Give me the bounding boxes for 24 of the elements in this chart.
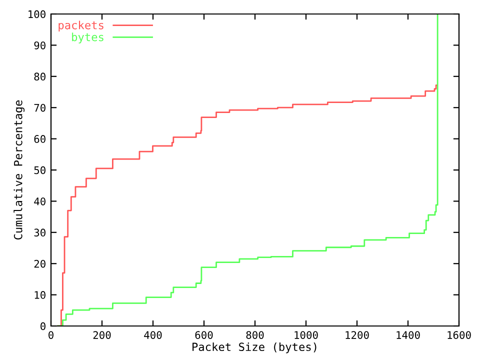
legend-label: packets	[58, 20, 104, 32]
y-tick-label: 80	[34, 72, 46, 81]
y-tick-label: 0	[40, 322, 46, 330]
y-tick-label: 70	[34, 104, 46, 112]
y-tick-label: 20	[34, 260, 46, 268]
x-tick-label: 1400	[396, 331, 420, 339]
y-tick-label: 30	[34, 228, 46, 237]
x-tick-label: 0	[48, 331, 54, 339]
y-axis-title: Cumulative Percentage	[14, 100, 25, 240]
x-tick-label: 200	[93, 331, 111, 339]
y-tick-label: 60	[34, 135, 46, 143]
y-tick-label: 10	[34, 291, 46, 299]
x-axis-title: Packet Size (bytes)	[192, 342, 316, 354]
x-tick-label: 400	[144, 331, 162, 339]
x-tick-label: 1000	[294, 331, 318, 339]
x-tick-label: 800	[246, 331, 264, 339]
x-tick-label: 1600	[448, 331, 471, 339]
y-tick-label: 90	[34, 41, 46, 50]
x-tick-label: 1200	[346, 331, 369, 339]
legend-label: bytes	[72, 32, 104, 44]
y-tick-label: 50	[34, 166, 46, 174]
x-tick-label: 600	[195, 331, 213, 339]
y-tick-label: 100	[28, 10, 46, 18]
y-tick-label: 40	[34, 197, 46, 206]
